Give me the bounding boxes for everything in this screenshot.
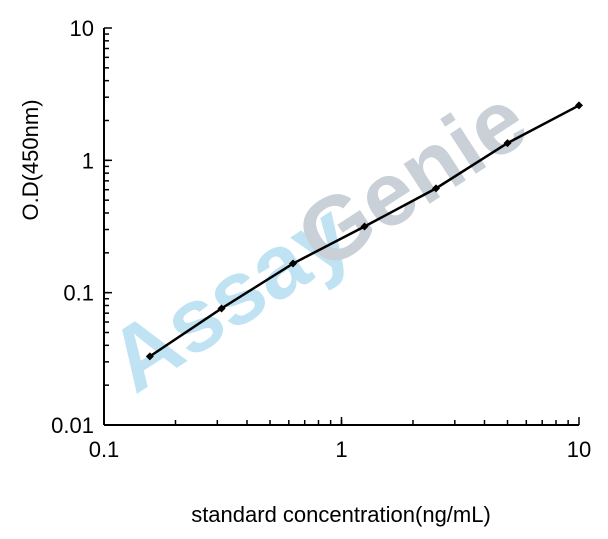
y-tick-label: 1 — [82, 148, 94, 173]
y-axis-label: O.D(450nm) — [18, 99, 43, 220]
y-tick-label: 0.01 — [51, 413, 94, 438]
data-point — [289, 259, 298, 268]
data-point — [145, 352, 154, 361]
data-point — [360, 222, 369, 231]
x-axis-label: standard concentration(ng/mL) — [191, 502, 491, 527]
watermark-genie: Genie — [280, 69, 544, 289]
data-point — [432, 184, 441, 193]
x-tick-label: 0.1 — [89, 437, 120, 462]
watermark-logo: Assay Genie — [91, 69, 544, 412]
axes — [103, 27, 580, 426]
data-point — [503, 139, 512, 148]
y-tick-label: 10 — [70, 16, 94, 41]
x-tick-label: 1 — [335, 437, 347, 462]
y-tick-label: 0.1 — [63, 281, 94, 306]
data-point — [575, 101, 583, 110]
data-point — [217, 304, 226, 313]
series — [145, 101, 583, 361]
x-tick-label: 10 — [567, 437, 591, 462]
